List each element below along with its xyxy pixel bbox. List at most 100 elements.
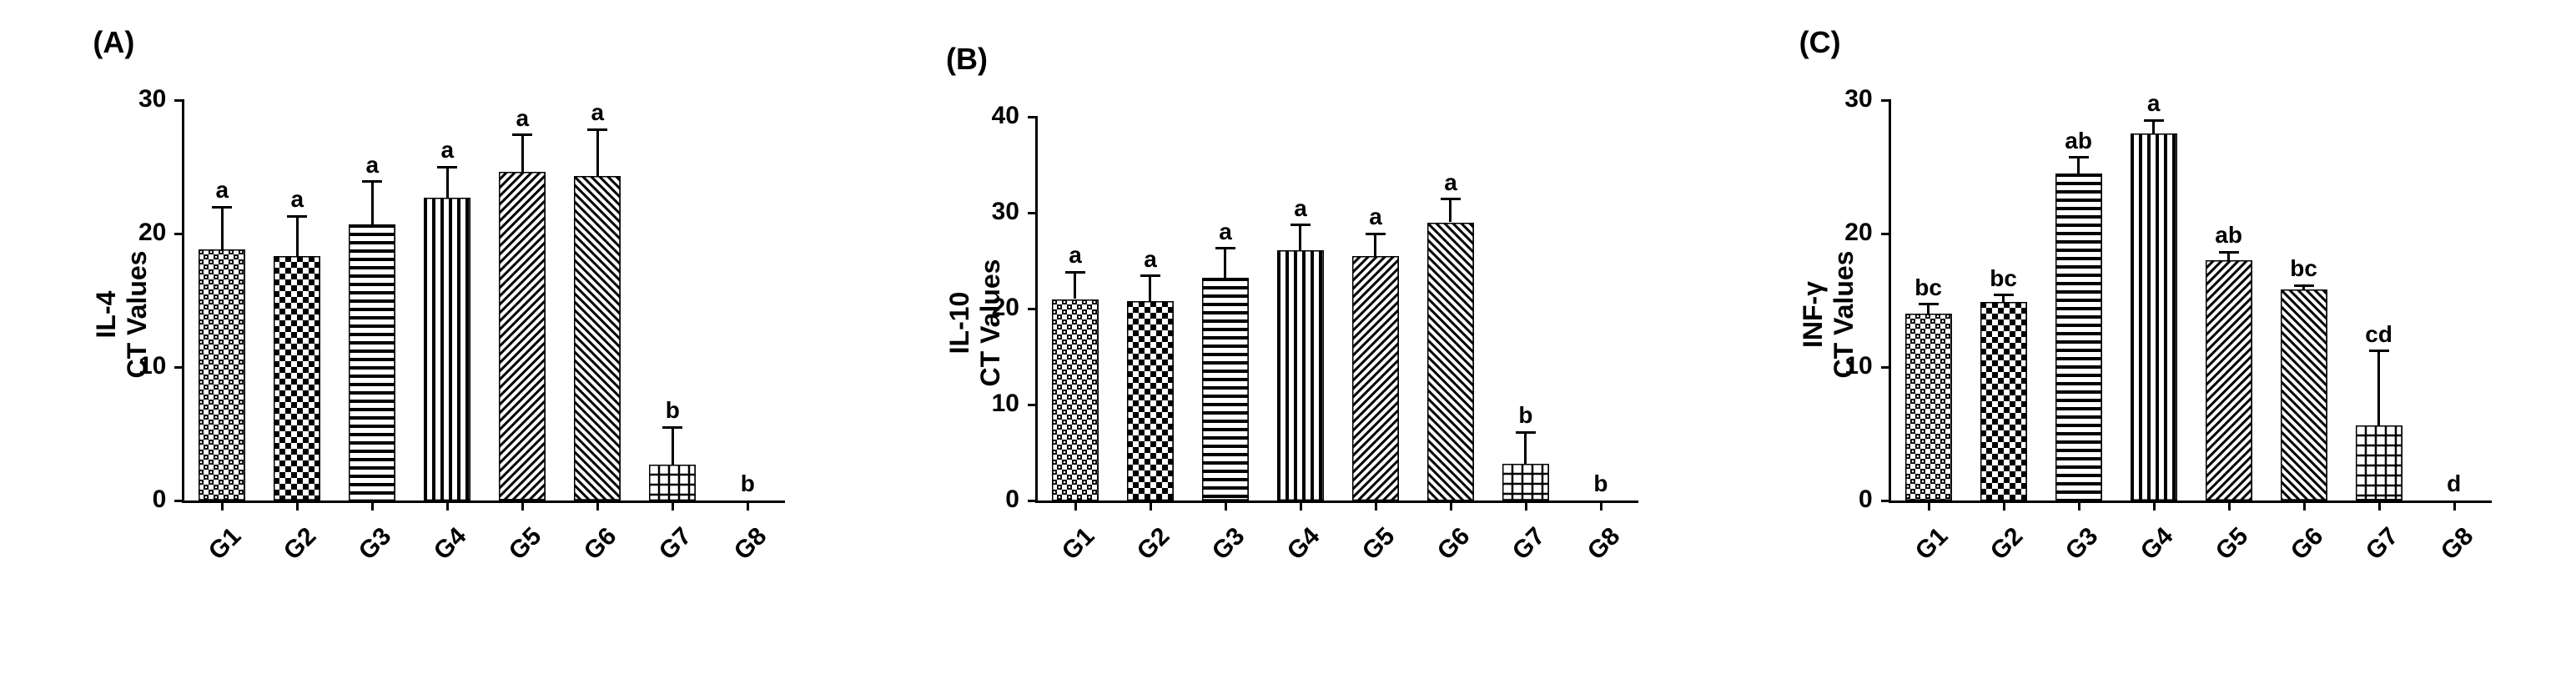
y-tick-label: 0 xyxy=(1831,485,1873,514)
error-bar xyxy=(221,207,224,249)
error-bar xyxy=(1524,432,1527,464)
x-tick xyxy=(446,500,449,511)
bar xyxy=(1905,314,1952,500)
x-tick xyxy=(2228,500,2231,511)
error-bar xyxy=(1299,225,1301,250)
panel-label: (A) xyxy=(93,25,134,60)
bar xyxy=(2206,260,2252,500)
error-bar xyxy=(371,182,374,224)
error-cap xyxy=(1065,271,1085,274)
error-cap xyxy=(1994,294,2014,296)
x-tick-label: G4 xyxy=(1282,522,1326,566)
significance-label: b xyxy=(741,470,755,497)
x-axis xyxy=(1035,500,1638,503)
y-tick-label: 10 xyxy=(1831,352,1873,380)
x-tick-label: G4 xyxy=(2135,522,2178,566)
x-tick xyxy=(1300,500,1302,511)
x-tick xyxy=(1525,500,1527,511)
significance-label: a xyxy=(366,152,380,179)
panel-a: (A)IL-4 CT Values0102030G1aG2aG3aG4aG5aG… xyxy=(18,17,852,651)
y-tick xyxy=(1881,99,1891,102)
panel-label: (C) xyxy=(1799,25,1841,60)
significance-label: cd xyxy=(2365,321,2392,348)
x-tick-label: G1 xyxy=(1909,522,1953,566)
error-bar xyxy=(672,427,674,465)
error-cap xyxy=(287,215,307,218)
x-tick xyxy=(2378,500,2381,511)
error-bar xyxy=(2077,158,2080,174)
significance-label: bc xyxy=(1990,265,2017,292)
error-bar xyxy=(1224,249,1226,279)
x-tick xyxy=(1150,500,1152,511)
y-tick-label: 10 xyxy=(978,390,1019,418)
bar xyxy=(1052,299,1099,501)
error-cap xyxy=(212,206,232,209)
x-tick xyxy=(1225,500,1227,511)
y-tick xyxy=(1881,500,1891,502)
bar xyxy=(1352,256,1399,500)
y-tick-label: 20 xyxy=(978,294,1019,322)
significance-label: b xyxy=(1518,402,1532,429)
significance-label: a xyxy=(591,99,605,126)
bar xyxy=(1502,464,1549,500)
x-tick-label: G8 xyxy=(1582,522,1626,566)
x-tick xyxy=(1375,500,1377,511)
error-cap xyxy=(587,128,607,131)
error-bar xyxy=(596,129,599,176)
x-axis xyxy=(1889,500,2492,503)
panel-c: (C)INF-γ CT Values0102030G1bcG2bcG3abG4a… xyxy=(1724,17,2558,651)
y-tick xyxy=(174,366,184,369)
x-tick xyxy=(1928,500,1930,511)
x-tick-label: G7 xyxy=(654,522,697,566)
bar xyxy=(2281,289,2327,500)
y-tick-label: 0 xyxy=(978,485,1019,514)
x-tick-label: G3 xyxy=(354,522,397,566)
x-tick xyxy=(371,500,374,511)
error-cap xyxy=(1291,224,1311,226)
x-tick-label: G4 xyxy=(429,522,472,566)
x-tick-label: G8 xyxy=(2435,522,2478,566)
bar xyxy=(649,465,696,500)
error-cap xyxy=(1441,198,1461,200)
error-cap xyxy=(2219,251,2239,254)
significance-label: bc xyxy=(2290,255,2317,282)
significance-label: a xyxy=(1369,204,1382,230)
error-cap xyxy=(1215,247,1235,249)
y-tick xyxy=(1028,500,1038,502)
x-axis xyxy=(182,500,785,503)
significance-label: b xyxy=(1593,470,1607,497)
y-tick-label: 30 xyxy=(978,198,1019,226)
significance-label: a xyxy=(2147,90,2161,117)
significance-label: ab xyxy=(2065,128,2092,154)
significance-label: a xyxy=(216,177,229,204)
x-tick-label: G5 xyxy=(2210,522,2253,566)
y-tick xyxy=(1028,308,1038,310)
error-bar xyxy=(446,167,449,198)
y-tick xyxy=(1028,212,1038,214)
bar xyxy=(2131,133,2177,500)
error-cap xyxy=(1516,431,1536,434)
x-tick xyxy=(747,500,749,511)
y-tick xyxy=(174,500,184,502)
significance-label: a xyxy=(1219,219,1232,245)
x-tick-label: G3 xyxy=(1207,522,1250,566)
error-cap xyxy=(2369,350,2389,352)
bar xyxy=(2055,174,2102,500)
x-tick-label: G1 xyxy=(1057,522,1100,566)
bar xyxy=(424,198,470,500)
x-tick-label: G2 xyxy=(1985,522,2028,566)
x-tick-label: G5 xyxy=(1357,522,1401,566)
x-tick-label: G3 xyxy=(2060,522,2103,566)
error-bar xyxy=(521,135,524,173)
x-tick xyxy=(221,500,224,511)
x-tick xyxy=(1450,500,1452,511)
x-tick-label: G7 xyxy=(2360,522,2403,566)
error-bar xyxy=(1927,304,1929,314)
x-tick-label: G7 xyxy=(1507,522,1551,566)
error-bar xyxy=(1449,199,1452,223)
bar xyxy=(1127,301,1174,500)
x-tick-label: G8 xyxy=(729,522,772,566)
error-cap xyxy=(1919,303,1939,305)
x-tick xyxy=(1074,500,1077,511)
significance-label: a xyxy=(1069,242,1082,269)
